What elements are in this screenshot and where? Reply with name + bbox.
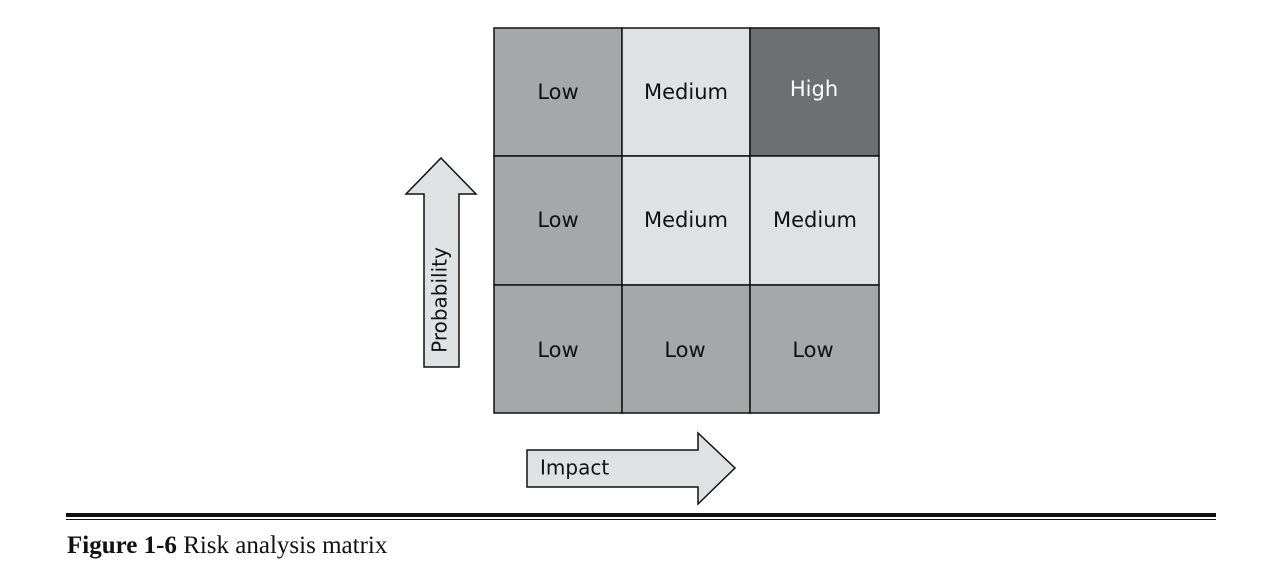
figure-number: Figure 1-6 bbox=[67, 532, 177, 559]
cell-label: Medium bbox=[644, 80, 728, 104]
figure-caption: Figure 1-6 Risk analysis matrix bbox=[67, 532, 387, 560]
matrix-cell bbox=[493, 284, 623, 414]
matrix-cell bbox=[621, 284, 751, 414]
matrix-cell bbox=[621, 27, 751, 157]
cell-label: Medium bbox=[644, 208, 728, 232]
probability-label: Probability bbox=[428, 247, 452, 353]
probability-arrow-icon bbox=[404, 156, 478, 368]
cell-label: Low bbox=[537, 80, 578, 104]
matrix-cell bbox=[493, 27, 623, 157]
caption-rule bbox=[66, 513, 1216, 517]
caption-rule-thin bbox=[66, 519, 1216, 520]
risk-matrix-diagram: Low Medium High Low Medium Medium Low Lo… bbox=[404, 27, 880, 506]
cell-label: Low bbox=[537, 208, 578, 232]
matrix-cell bbox=[493, 155, 623, 286]
cell-label: Medium bbox=[773, 208, 857, 232]
figure-title: Risk analysis matrix bbox=[183, 532, 388, 559]
matrix-cell bbox=[749, 27, 880, 157]
cell-label: Low bbox=[664, 338, 705, 362]
cell-label: Low bbox=[537, 338, 578, 362]
impact-label: Impact bbox=[540, 456, 609, 480]
matrix-cell bbox=[749, 155, 880, 286]
matrix-cell bbox=[749, 284, 880, 414]
cell-label: High bbox=[790, 77, 838, 101]
impact-arrow-icon bbox=[526, 431, 737, 506]
matrix-cell bbox=[621, 155, 751, 286]
cell-label: Low bbox=[792, 338, 833, 362]
